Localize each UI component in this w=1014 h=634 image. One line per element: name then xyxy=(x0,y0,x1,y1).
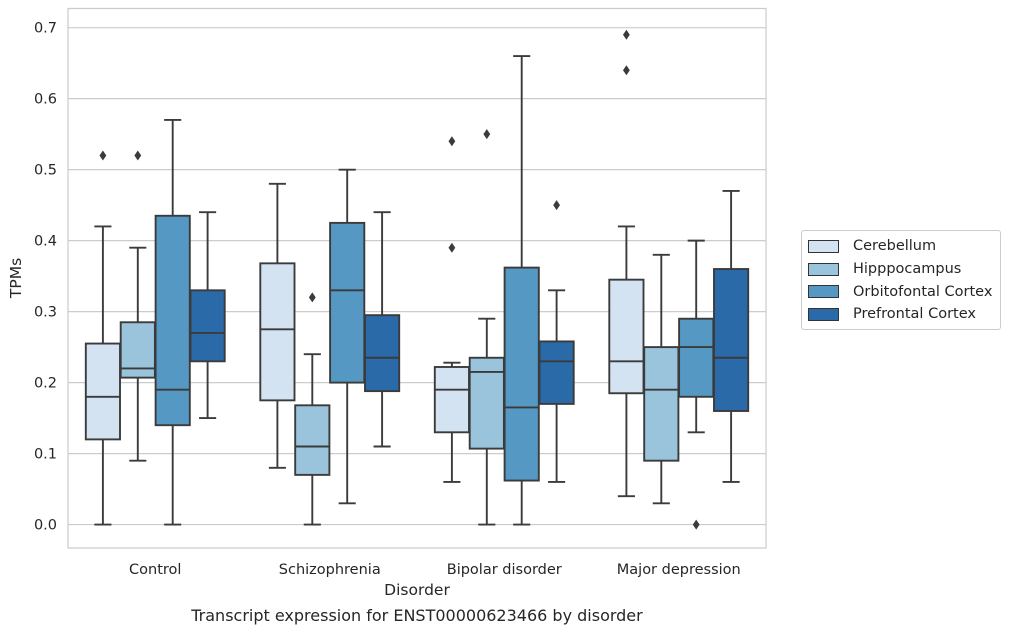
x-tick-label: Major depression xyxy=(617,562,741,578)
box-0-2 xyxy=(154,118,191,526)
box-2-2 xyxy=(503,55,540,526)
y-tick-label: 0.2 xyxy=(34,376,57,392)
iqr-box xyxy=(678,317,715,398)
legend-swatch xyxy=(808,307,839,321)
iqr-box xyxy=(608,278,645,395)
legend-swatch xyxy=(808,239,839,253)
boxes-layer xyxy=(84,29,750,530)
box-3-0 xyxy=(608,29,645,498)
iqr-box xyxy=(84,342,121,441)
box-3-2 xyxy=(678,239,715,530)
outlier-point xyxy=(553,200,560,211)
iqr-box xyxy=(538,340,575,405)
outlier-point xyxy=(99,150,107,161)
box-1-2 xyxy=(329,168,366,505)
box-2-1 xyxy=(468,129,505,526)
iqr-box xyxy=(643,346,680,462)
box-0-1 xyxy=(119,150,156,462)
y-tick-label: 0.0 xyxy=(34,518,57,534)
legend: Cerebellum Hipppocampus Orbitofontal Corte… xyxy=(801,230,1001,330)
y-tick-label: 0.6 xyxy=(34,92,57,108)
iqr-box xyxy=(713,268,750,412)
y-axis-label: TPMs xyxy=(7,258,25,299)
y-tick-label: 0.5 xyxy=(34,163,57,179)
y-tick-label: 0.4 xyxy=(34,234,57,250)
iqr-box xyxy=(503,266,540,482)
iqr-box xyxy=(189,289,226,363)
legend-label: Orbitofontal Cortex xyxy=(853,283,993,300)
y-tick-label: 0.3 xyxy=(34,305,57,321)
iqr-box xyxy=(433,366,470,434)
iqr-box xyxy=(294,404,331,476)
box-2-3 xyxy=(538,200,575,483)
outlier-point xyxy=(308,292,316,303)
box-0-3 xyxy=(189,211,226,420)
outlier-point xyxy=(692,519,700,530)
x-tick-label: Control xyxy=(129,562,181,578)
figure-caption: Transcript expression for ENST0000062346… xyxy=(191,606,643,625)
plot-area-frame xyxy=(67,7,767,549)
y-tick-label: 0.7 xyxy=(34,21,57,37)
legend-swatch xyxy=(808,285,839,299)
iqr-box xyxy=(329,221,366,384)
legend-item: Prefrontal Cortex xyxy=(802,303,1000,326)
y-tick-labels: 0.0 0.1 0.2 0.3 0.4 0.5 0.6 0.7 xyxy=(34,21,57,534)
box-1-3 xyxy=(364,211,401,448)
outlier-point xyxy=(134,150,142,161)
outlier-point xyxy=(483,129,491,140)
x-tick-labels: Control Schizophrenia Bipolar disorder Majo… xyxy=(129,562,741,578)
box-1-1 xyxy=(294,292,331,526)
box-3-1 xyxy=(643,253,680,505)
legend-label: Hipppocampus xyxy=(853,261,962,278)
iqr-box xyxy=(364,314,401,393)
outlier-point xyxy=(448,136,456,147)
x-tick-label: Bipolar disorder xyxy=(447,562,562,578)
legend-label: Cerebellum xyxy=(853,238,937,255)
iqr-box xyxy=(154,214,191,427)
legend-item: Hipppocampus xyxy=(802,258,1000,281)
legend-item: Orbitofontal Cortex xyxy=(802,280,1000,303)
box-0-0 xyxy=(84,150,121,526)
box-3-3 xyxy=(713,189,750,483)
y-tick-label: 0.1 xyxy=(34,447,57,463)
outlier-point xyxy=(448,242,456,253)
legend-label: Prefrontal Cortex xyxy=(853,306,976,323)
x-tick-label: Schizophrenia xyxy=(279,562,381,578)
outlier-point xyxy=(623,29,630,40)
legend-item: Cerebellum xyxy=(802,235,1000,258)
outlier-point xyxy=(623,65,630,76)
legend-swatch xyxy=(808,262,839,276)
box-1-0 xyxy=(259,182,296,469)
iqr-box xyxy=(259,262,296,402)
x-axis-label: Disorder xyxy=(384,581,450,599)
